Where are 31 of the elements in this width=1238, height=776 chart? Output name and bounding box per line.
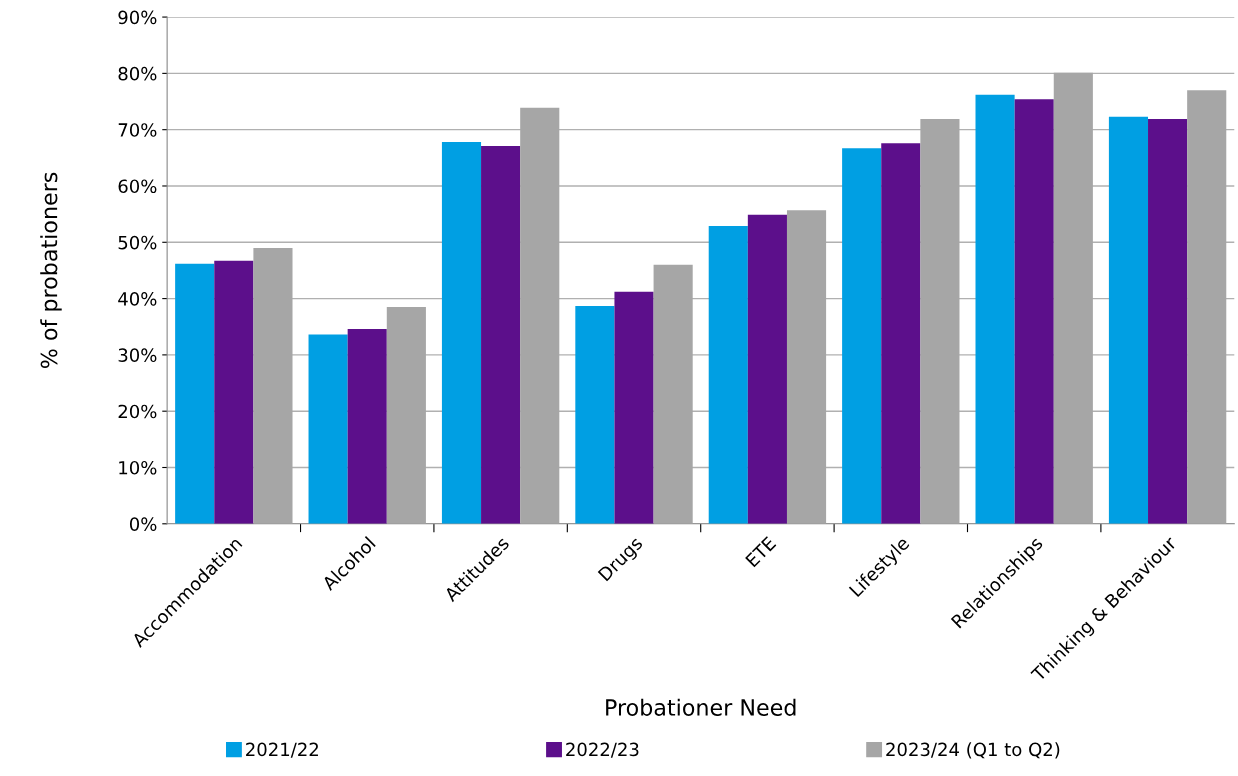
bar bbox=[881, 143, 921, 524]
bar bbox=[1014, 99, 1054, 524]
bar bbox=[308, 334, 348, 524]
y-tick-label: 50% bbox=[118, 235, 157, 250]
bar bbox=[975, 94, 1015, 524]
y-tick-label: 80% bbox=[118, 66, 157, 81]
legend-label: 2022/23 bbox=[566, 742, 639, 758]
legend-label: 2023/24 (Q1 to Q2) bbox=[886, 742, 1060, 759]
y-tick-label: 30% bbox=[118, 348, 157, 363]
y-tick-label: 0% bbox=[129, 517, 157, 531]
bar bbox=[214, 260, 254, 524]
y-tick-label: 70% bbox=[118, 123, 157, 137]
bar bbox=[441, 142, 482, 524]
bar bbox=[481, 146, 521, 524]
bar bbox=[347, 328, 387, 524]
y-axis-title: % of probationers bbox=[40, 172, 62, 369]
bar bbox=[842, 148, 882, 524]
bar bbox=[575, 305, 615, 524]
bar bbox=[614, 291, 654, 524]
y-tick-label: 90% bbox=[118, 10, 157, 25]
y-tick-label: 20% bbox=[118, 404, 157, 419]
legend-label: 2021/22 bbox=[246, 742, 318, 758]
x-axis-title: Probationer Need bbox=[606, 698, 796, 716]
bar bbox=[1108, 116, 1149, 524]
bar bbox=[1148, 118, 1188, 524]
bar bbox=[747, 214, 787, 524]
bar bbox=[175, 263, 215, 524]
y-tick-label: 60% bbox=[118, 179, 157, 194]
bar bbox=[708, 225, 748, 524]
y-tick-label: 10% bbox=[119, 460, 157, 475]
y-tick-label: 40% bbox=[118, 292, 157, 306]
